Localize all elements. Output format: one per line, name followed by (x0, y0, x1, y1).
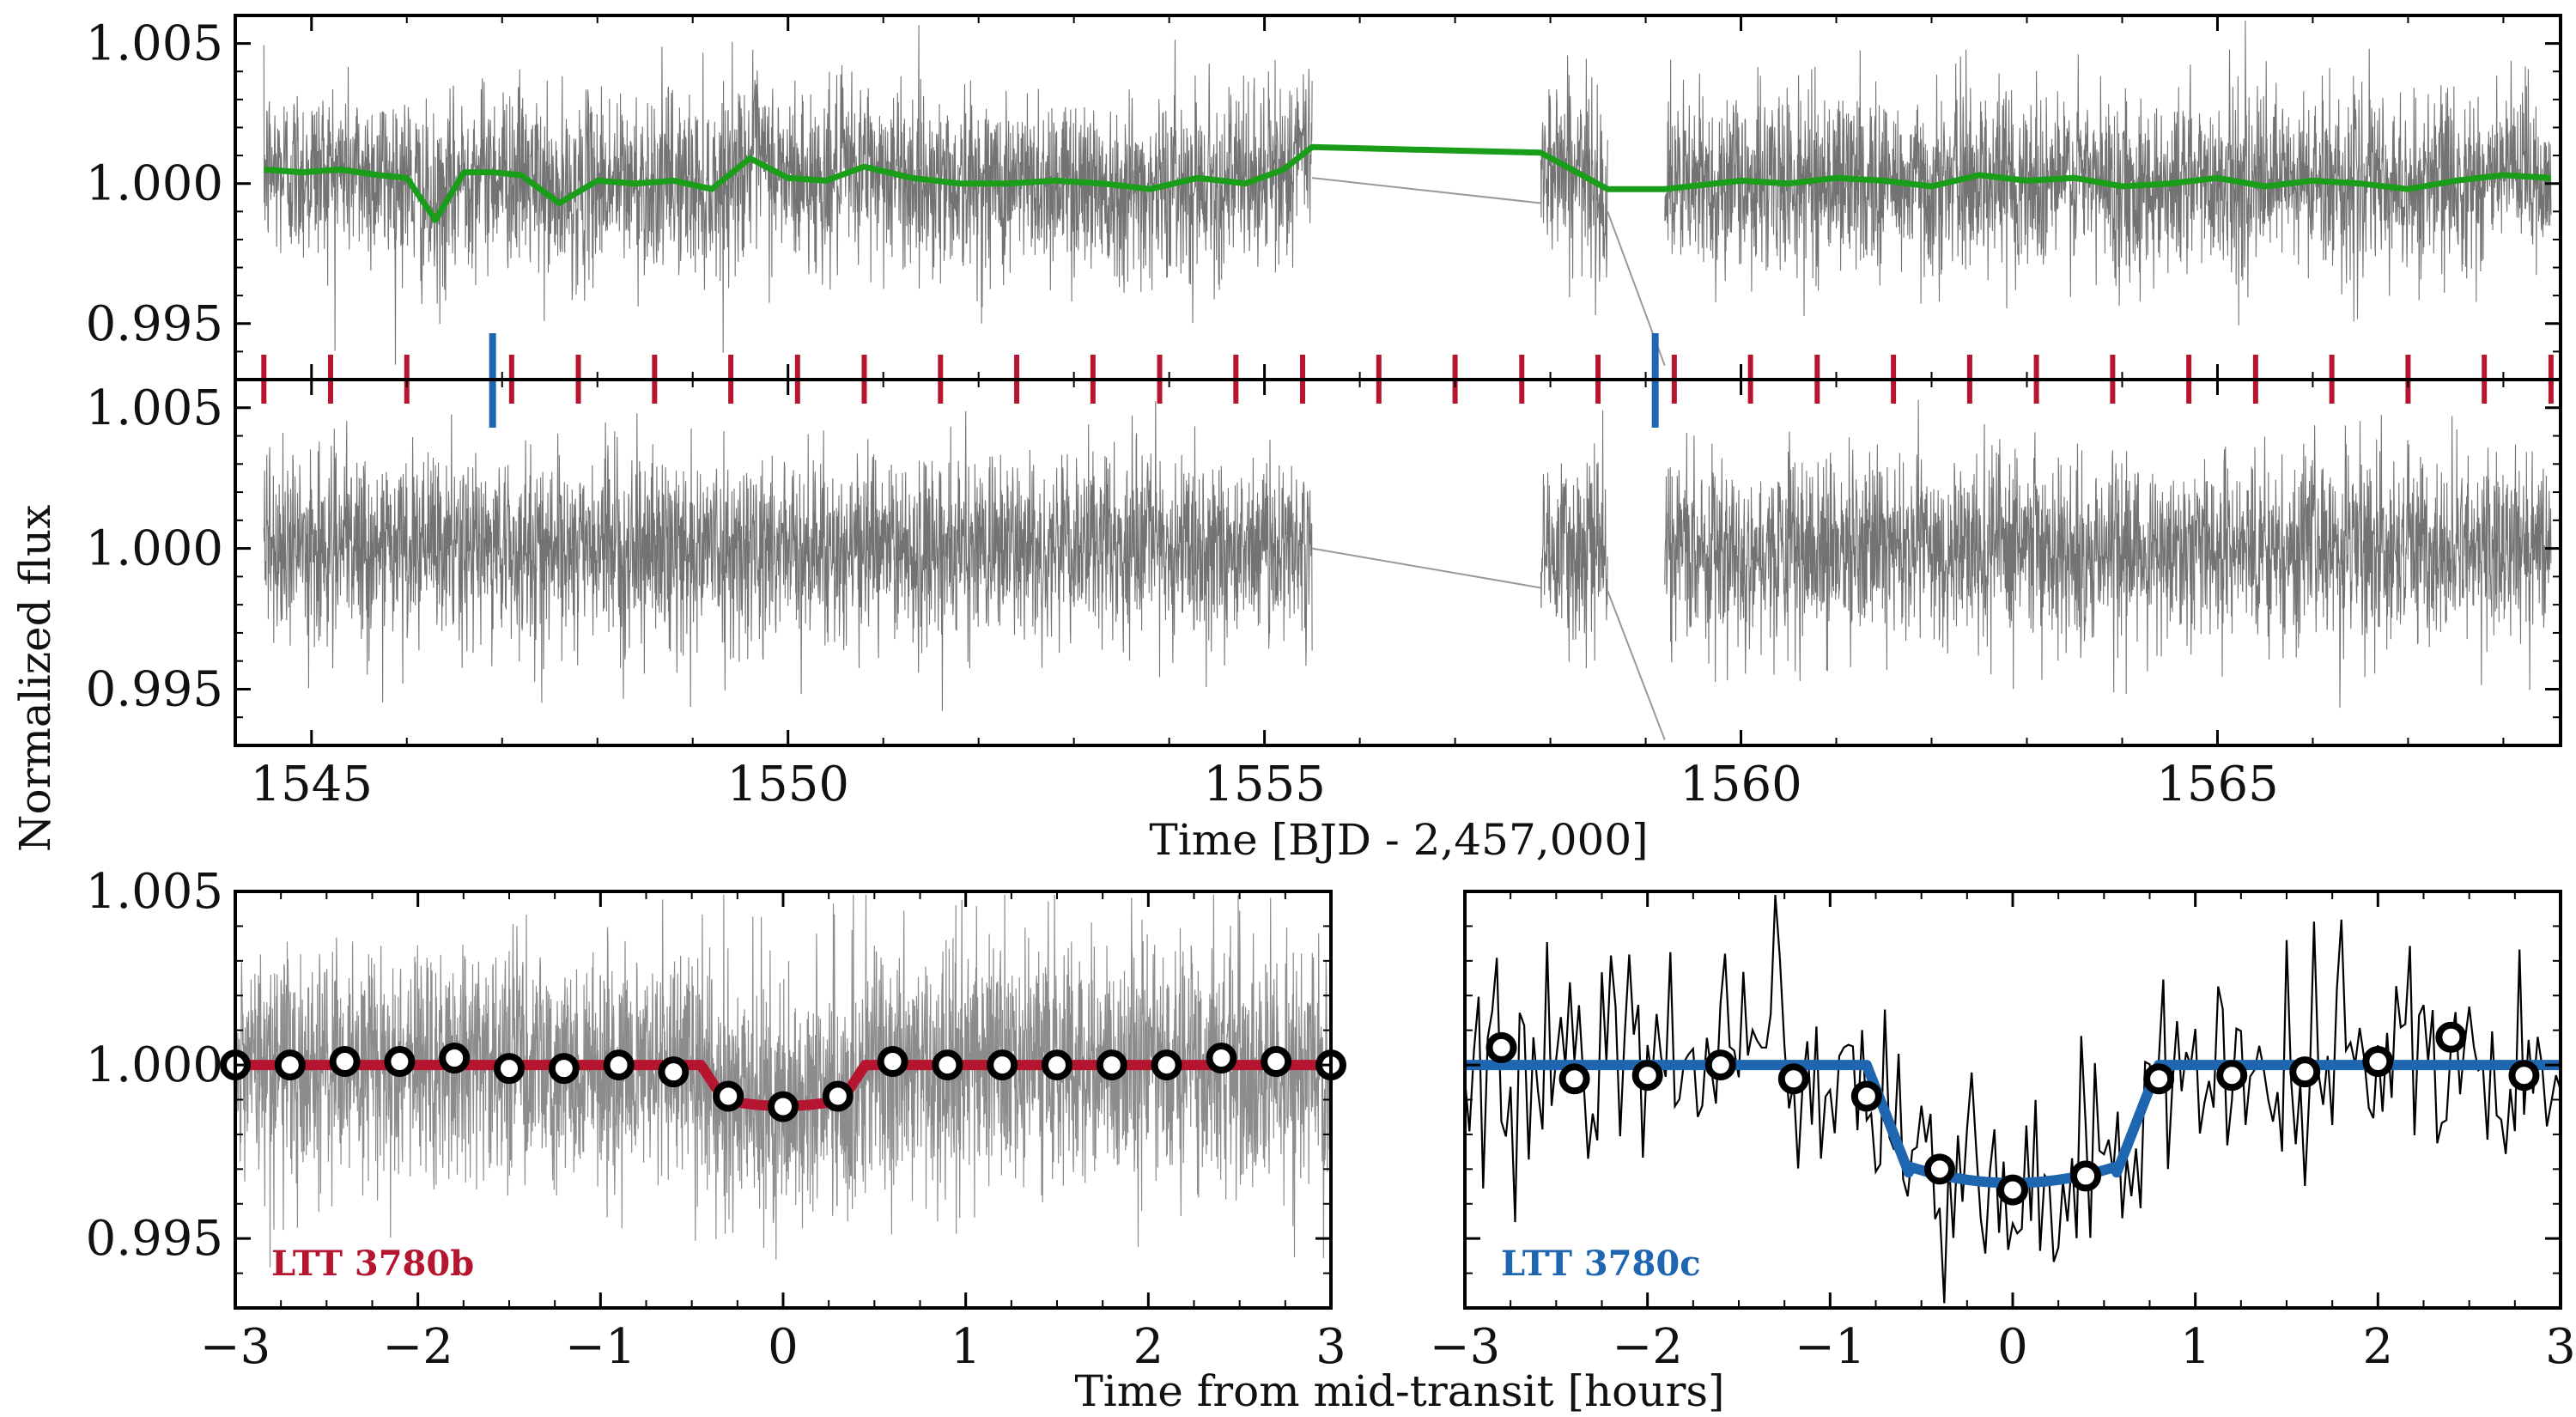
panel-fold-b: 1.005 1.000 0.995 −3 −2 −1 0 1 2 3 LTT 3780b (86, 864, 1346, 1375)
binned-point (932, 1049, 963, 1081)
x-tick-label: 1565 (2156, 757, 2279, 812)
binned-point (658, 1056, 690, 1088)
panel-detrended-flux: 1.005 1.000 0.995 1545 1550 1555 1560 1565 (86, 378, 2562, 812)
y-axis-label: Normalized flux (10, 505, 60, 853)
binned-point (1261, 1046, 1292, 1078)
planet-label: LTT 3780b (271, 1244, 474, 1284)
x-axis-label-bottom: Time from mid-transit [hours] (1074, 1366, 1724, 1416)
x-tick-label: 2 (1133, 1319, 1164, 1375)
x-tick-label: 1550 (726, 757, 849, 812)
binned-point (1850, 1080, 1882, 1112)
binned-point (494, 1053, 525, 1085)
y-tick-label: 1.000 (86, 1037, 223, 1093)
planet-label: LTT 3780c (1501, 1244, 1701, 1284)
flux-series (263, 399, 2552, 711)
x-tick-label: −3 (200, 1319, 271, 1375)
binned-point (548, 1053, 580, 1085)
panel-raw-flux: 1.005 1.000 0.995 (86, 14, 2562, 428)
x-tick-label: 3 (1315, 1319, 1346, 1375)
binned-point (1997, 1174, 2028, 1206)
gap-connector (1312, 177, 1666, 367)
binned-point (1096, 1049, 1127, 1081)
x-tick-label: 1560 (1680, 757, 1802, 812)
x-tick-label: −1 (1795, 1319, 1866, 1375)
binned-point (2289, 1056, 2321, 1088)
binned-point (2143, 1063, 2175, 1095)
binned-point (329, 1046, 361, 1078)
binned-point (822, 1080, 854, 1112)
binned-point (1151, 1049, 1182, 1081)
x-tick-label: −2 (1612, 1319, 1683, 1375)
binned-point (1206, 1043, 1237, 1073)
transit-model-line (1461, 1060, 2564, 1189)
binned-point (1923, 1153, 1955, 1185)
binned-point (1042, 1049, 1072, 1081)
x-tick-label: 1 (2180, 1319, 2211, 1375)
y-tick-label: 1.005 (86, 864, 223, 920)
x-tick-label: 3 (2545, 1319, 2576, 1375)
flux-series (1463, 894, 2562, 1304)
binned-point (877, 1046, 908, 1078)
binned-point (713, 1080, 744, 1112)
binned-point (274, 1049, 306, 1081)
plot-frame (234, 378, 2562, 747)
gp-trend-line (264, 143, 2552, 223)
binned-point (2216, 1060, 2248, 1092)
x-tick-label: −2 (382, 1319, 453, 1375)
binned-point (2435, 1021, 2467, 1053)
binned-point (2362, 1046, 2394, 1078)
panel-fold-c: −3 −2 −1 0 1 2 3 LTT 3780c (1430, 890, 2576, 1375)
gap-connector (1311, 547, 1666, 740)
y-tick-label: 1.000 (86, 156, 223, 212)
x-tick-label: −1 (565, 1319, 636, 1375)
binned-point (1777, 1063, 1809, 1095)
binned-point (439, 1043, 471, 1073)
flux-series (263, 20, 2552, 365)
x-tick-label: 1 (951, 1319, 981, 1375)
x-tick-label: 1545 (251, 757, 374, 812)
binned-point (1558, 1063, 1590, 1095)
y-tick-label: 1.000 (86, 521, 223, 577)
binned-point (1704, 1049, 1736, 1081)
binned-point (603, 1049, 635, 1081)
binned-point (987, 1049, 1018, 1081)
y-tick-label: 0.995 (86, 1211, 223, 1267)
flux-series (234, 894, 1332, 1268)
y-tick-label: 0.995 (86, 661, 223, 717)
binned-point (768, 1091, 799, 1122)
binned-point (2070, 1160, 2102, 1192)
x-axis-label-top: Time [BJD - 2,457,000] (1149, 815, 1648, 865)
binned-point (384, 1046, 416, 1078)
x-tick-label: 2 (2363, 1319, 2394, 1375)
y-tick-label: 0.995 (86, 296, 223, 352)
y-tick-label: 1.005 (86, 380, 223, 436)
x-tick-label: 0 (768, 1319, 799, 1375)
x-tick-label: 1555 (1203, 757, 1326, 812)
binned-point (1631, 1060, 1663, 1092)
x-tick-label: −3 (1430, 1319, 1501, 1375)
y-tick-label: 1.005 (86, 16, 223, 72)
binned-point (2508, 1060, 2540, 1092)
x-tick-label: 0 (1997, 1319, 2028, 1375)
binned-point (1485, 1031, 1517, 1063)
